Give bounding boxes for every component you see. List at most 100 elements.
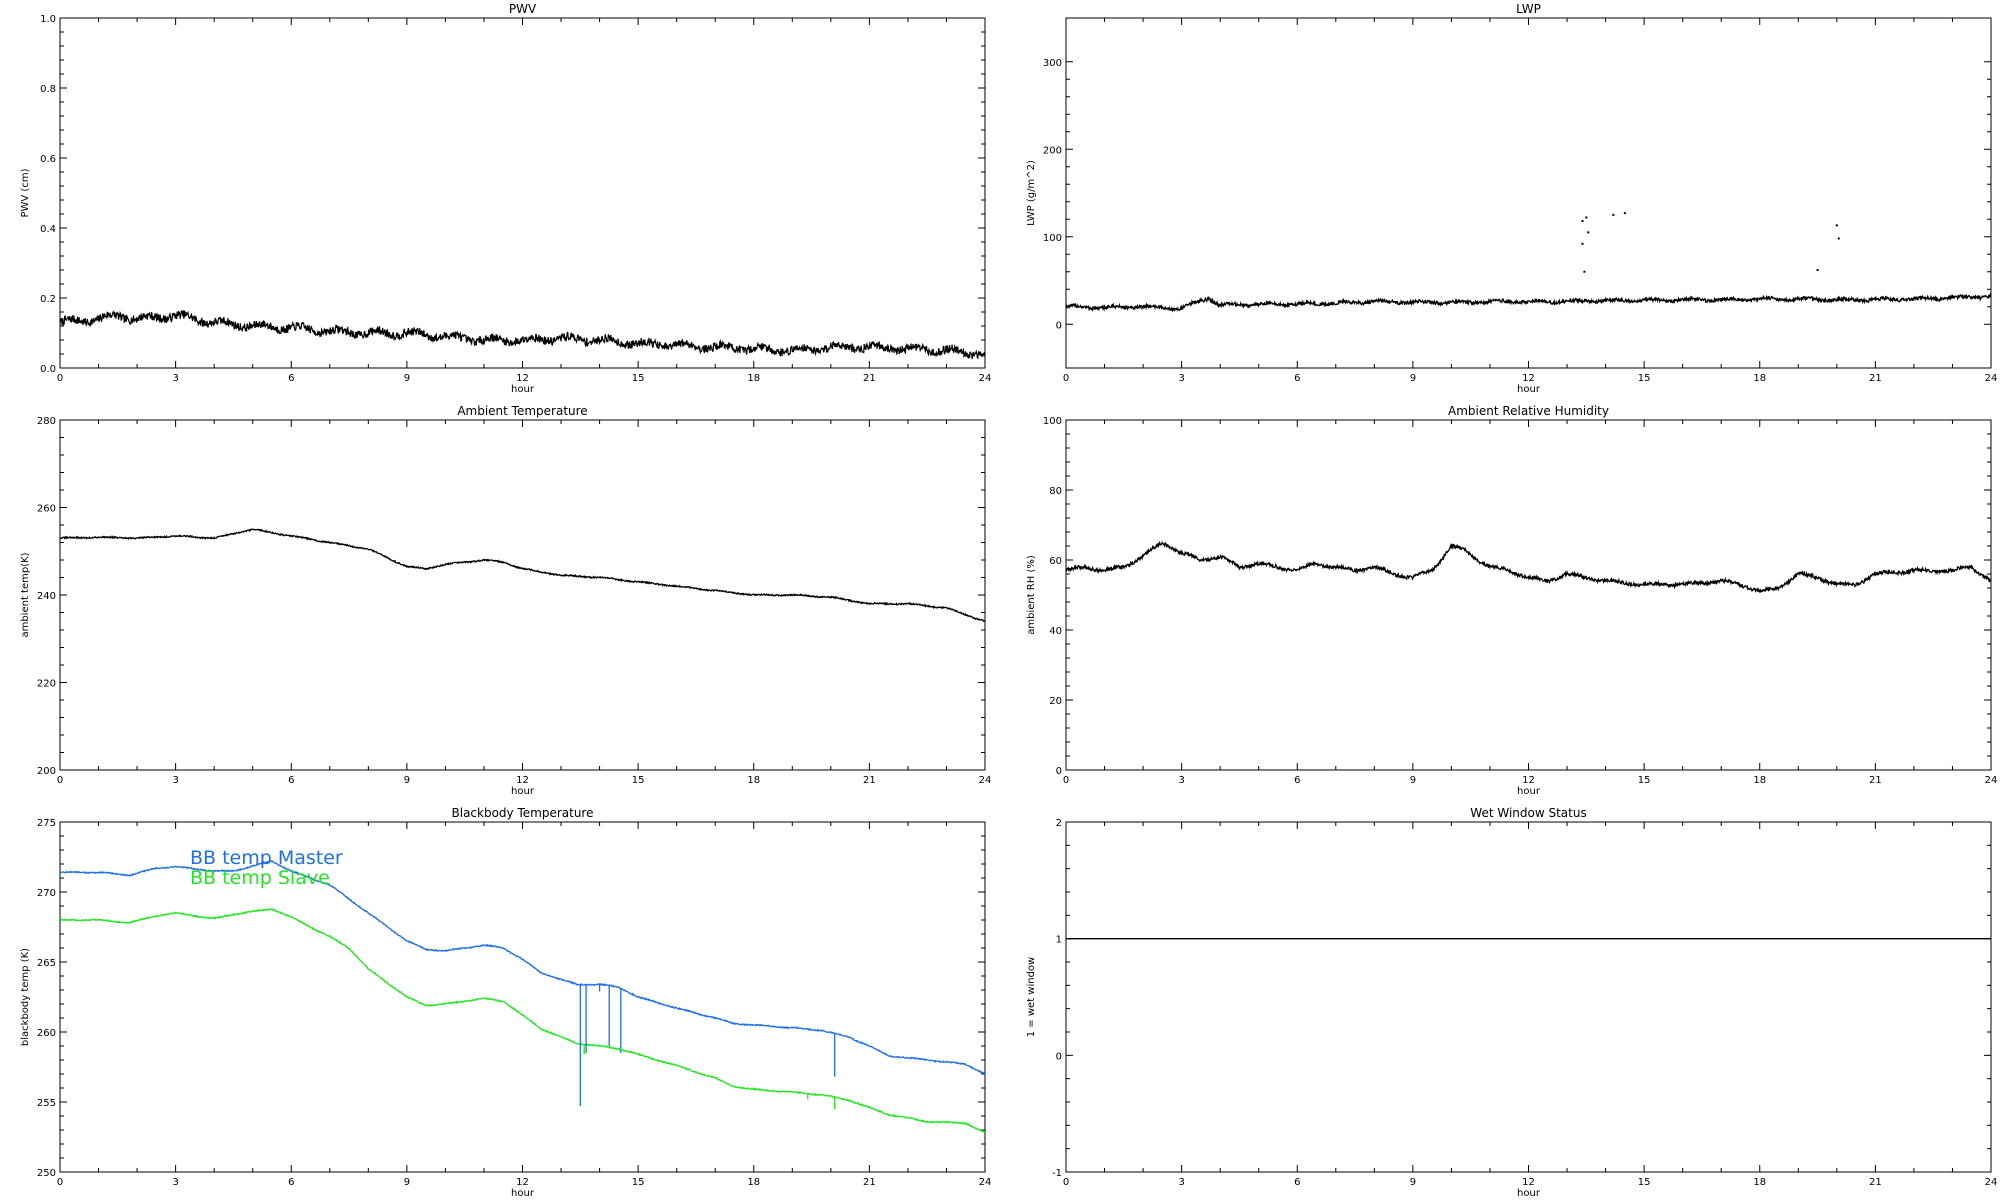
legend-entry: BB temp Master xyxy=(190,847,343,869)
scatter-point xyxy=(1583,270,1586,273)
y-tick-label: 270 xyxy=(37,888,56,899)
x-tick-label: 12 xyxy=(1522,775,1535,786)
y-tick-label: 220 xyxy=(37,679,56,690)
plot-data xyxy=(1066,540,1991,593)
x-axis-label: hour xyxy=(511,1188,535,1199)
scatter-point xyxy=(1837,237,1840,240)
scatter-point xyxy=(1835,224,1838,227)
plot-frame xyxy=(59,419,986,771)
x-tick-label: 6 xyxy=(1294,1177,1300,1188)
y-axis-label: blackbody temp (K) xyxy=(20,948,31,1046)
x-tick-label: 15 xyxy=(632,373,645,384)
x-tick-label: 3 xyxy=(172,775,178,786)
plot-frame xyxy=(1065,17,1992,369)
panel-2: Ambient Temperature 0 3 6 9 12 15 18 21 24 200 220 2… xyxy=(20,404,991,797)
y-tick-label: 0.6 xyxy=(40,154,56,165)
x-tick-label: 6 xyxy=(288,373,294,384)
y-tick-label: 20 xyxy=(1049,696,1062,707)
chart-title: PWV xyxy=(509,2,537,16)
scatter-point xyxy=(1581,220,1584,222)
y-tick-label: 300 xyxy=(1043,58,1062,69)
y-tick-label: 40 xyxy=(1049,626,1062,637)
panel-0: PWV 0 3 6 9 12 15 18 21 24 0.0 0.2 0.4 0.6 0.8 1.0 hour P… xyxy=(20,2,991,395)
y-tick-label: 255 xyxy=(37,1098,56,1109)
y-tick-label: 2 xyxy=(1056,818,1062,829)
legend-entry: BB temp Slave xyxy=(190,867,330,889)
y-tick-label: 0.4 xyxy=(40,224,56,235)
y-tick-label: 80 xyxy=(1049,486,1062,497)
y-tick-label: 60 xyxy=(1049,556,1062,567)
x-tick-label: 21 xyxy=(863,775,876,786)
series-line-1 xyxy=(60,907,985,1133)
scatter-point xyxy=(1612,213,1615,216)
panel-4: Blackbody Temperature 0 3 6 9 12 15 18 21 24 250 25… xyxy=(20,806,991,1199)
y-tick-label: 280 xyxy=(37,416,56,427)
x-tick-label: 0 xyxy=(57,1177,63,1188)
x-tick-label: 18 xyxy=(1753,373,1766,384)
y-tick-label: 0.2 xyxy=(40,294,56,305)
y-axis-label: ambient temp(K) xyxy=(20,552,31,637)
x-tick-label: 15 xyxy=(632,1177,645,1188)
series-line-0 xyxy=(1066,292,1991,313)
chart-title: Ambient Temperature xyxy=(457,404,587,418)
y-tick-label: 200 xyxy=(37,766,56,777)
x-axis-label: hour xyxy=(1517,1188,1541,1199)
y-tick-label: 265 xyxy=(37,958,56,969)
panel-1: LWP 0 3 6 9 12 15 18 21 24 0 100 200 300 hour LWP (g/m^… xyxy=(1026,2,1997,395)
x-tick-label: 9 xyxy=(1410,775,1416,786)
x-tick-label: 9 xyxy=(404,1177,410,1188)
chart-title: Wet Window Status xyxy=(1470,806,1586,820)
y-axis-label: 1 = wet window xyxy=(1026,957,1037,1037)
x-tick-label: 24 xyxy=(979,373,992,384)
y-tick-label: 240 xyxy=(37,591,56,602)
y-tick-label: 0 xyxy=(1056,320,1062,331)
x-tick-label: 15 xyxy=(1638,775,1651,786)
y-tick-label: -1 xyxy=(1052,1168,1062,1179)
x-axis-label: hour xyxy=(1517,384,1541,395)
x-tick-label: 0 xyxy=(1063,373,1069,384)
plot-frame xyxy=(59,17,986,369)
x-tick-label: 9 xyxy=(404,775,410,786)
y-tick-label: 0 xyxy=(1056,766,1062,777)
x-tick-label: 6 xyxy=(1294,775,1300,786)
y-axis-label: ambient RH (%) xyxy=(1026,555,1037,635)
x-axis-label: hour xyxy=(511,384,535,395)
y-axis-label: PWV (cm) xyxy=(20,168,31,217)
y-tick-label: 260 xyxy=(37,504,56,515)
x-tick-label: 21 xyxy=(863,1177,876,1188)
plot-frame xyxy=(1065,419,1992,771)
y-tick-label: 0.8 xyxy=(40,84,56,95)
x-axis-label: hour xyxy=(511,786,535,797)
y-tick-label: 275 xyxy=(37,818,56,829)
series-line-0 xyxy=(60,309,985,360)
x-tick-label: 3 xyxy=(172,1177,178,1188)
x-tick-label: 9 xyxy=(1410,373,1416,384)
y-tick-label: 0.0 xyxy=(40,364,56,375)
y-tick-label: 1 xyxy=(1056,935,1062,946)
x-tick-label: 18 xyxy=(747,373,760,384)
chart-title: LWP xyxy=(1516,2,1541,16)
x-tick-label: 0 xyxy=(1063,1177,1069,1188)
x-axis-label: hour xyxy=(1517,786,1541,797)
x-tick-label: 15 xyxy=(632,775,645,786)
y-tick-label: 100 xyxy=(1043,233,1062,244)
x-tick-label: 6 xyxy=(288,1177,294,1188)
panel-3: Ambient Relative Humidity 0 3 6 9 12 15 18 21 24 0… xyxy=(1026,404,1997,797)
plot-data xyxy=(60,309,985,360)
x-tick-label: 9 xyxy=(1410,1177,1416,1188)
x-tick-label: 3 xyxy=(1178,775,1184,786)
chart-title: Ambient Relative Humidity xyxy=(1448,404,1609,418)
scatter-point xyxy=(1585,216,1588,219)
x-tick-label: 15 xyxy=(1638,373,1651,384)
x-tick-label: 12 xyxy=(516,373,529,384)
x-tick-label: 24 xyxy=(1985,373,1998,384)
x-tick-label: 18 xyxy=(747,1177,760,1188)
series-line-0 xyxy=(1066,540,1991,593)
x-tick-label: 0 xyxy=(57,373,63,384)
scatter-point xyxy=(1816,269,1819,271)
y-tick-label: 250 xyxy=(37,1168,56,1179)
series-line-0 xyxy=(60,528,985,622)
x-tick-label: 21 xyxy=(1869,775,1882,786)
plot-frame xyxy=(1065,821,1992,1173)
